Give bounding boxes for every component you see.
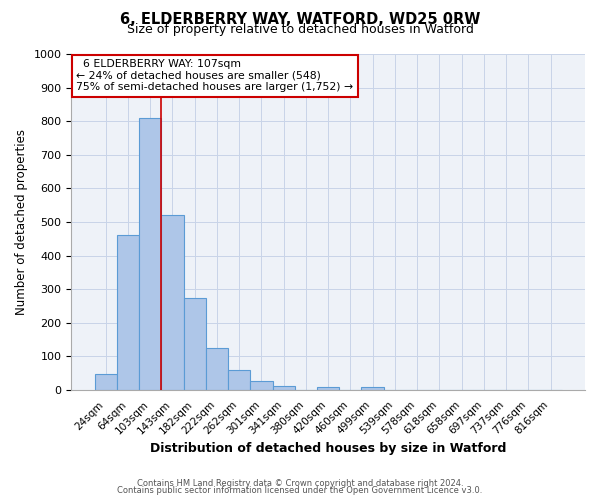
- Bar: [184, 298, 206, 390]
- Bar: [95, 374, 117, 390]
- Bar: [272, 386, 295, 390]
- Bar: [250, 382, 272, 390]
- X-axis label: Distribution of detached houses by size in Watford: Distribution of detached houses by size …: [150, 442, 506, 455]
- Bar: [206, 348, 228, 390]
- Bar: [361, 387, 384, 390]
- Text: 6 ELDERBERRY WAY: 107sqm  
← 24% of detached houses are smaller (548)
75% of sem: 6 ELDERBERRY WAY: 107sqm ← 24% of detach…: [76, 59, 353, 92]
- Bar: [228, 370, 250, 390]
- Bar: [317, 386, 339, 390]
- Text: 6, ELDERBERRY WAY, WATFORD, WD25 0RW: 6, ELDERBERRY WAY, WATFORD, WD25 0RW: [120, 12, 480, 28]
- Bar: [117, 236, 139, 390]
- Bar: [139, 118, 161, 390]
- Y-axis label: Number of detached properties: Number of detached properties: [15, 129, 28, 315]
- Bar: [161, 215, 184, 390]
- Text: Contains HM Land Registry data © Crown copyright and database right 2024.: Contains HM Land Registry data © Crown c…: [137, 478, 463, 488]
- Text: Contains public sector information licensed under the Open Government Licence v3: Contains public sector information licen…: [118, 486, 482, 495]
- Text: Size of property relative to detached houses in Watford: Size of property relative to detached ho…: [127, 22, 473, 36]
